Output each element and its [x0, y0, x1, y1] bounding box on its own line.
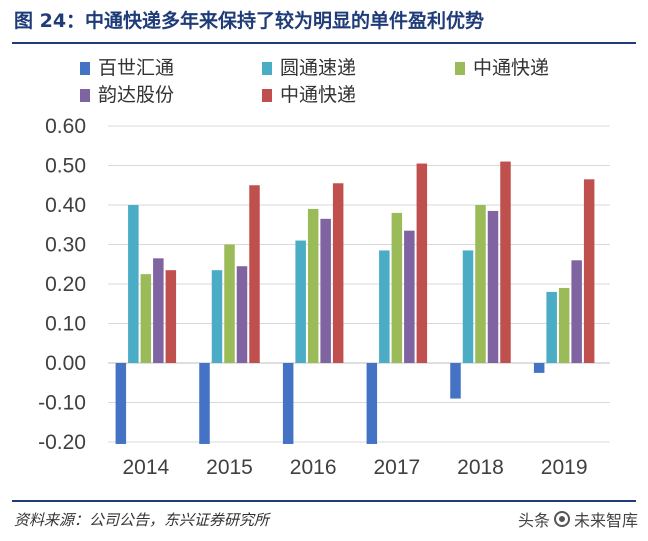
x-axis-ticks: 2014 2015 2016 2017 2018 2019	[122, 456, 587, 479]
bar-2019-series-1	[546, 291, 557, 363]
bar-2016-series-1	[295, 240, 306, 363]
bar-2016-series-4	[332, 183, 344, 363]
watermark: 头条 未来智库	[518, 507, 638, 531]
legend-label: 中通快递	[280, 84, 356, 106]
y-tick-label: 0.00	[45, 352, 86, 375]
x-tick-label: 2017	[373, 456, 420, 479]
watermark-logo-icon	[553, 511, 570, 527]
x-tick-label: 2018	[457, 456, 504, 479]
bar-2016-series-0	[282, 363, 294, 444]
bar-2018-series-1	[462, 250, 474, 363]
bar-2019-series-2	[558, 287, 570, 363]
bar-2014-series-0	[115, 363, 127, 444]
bar-2014-series-3	[153, 258, 164, 363]
y-tick-label: 0.20	[45, 273, 86, 296]
y-tick-label: 0.60	[45, 115, 86, 138]
bar-2018-series-3	[487, 210, 499, 363]
watermark-name: 未来智库	[573, 511, 638, 530]
legend-swatch	[262, 62, 272, 75]
source-rule	[12, 500, 636, 502]
x-tick-label: 2015	[206, 456, 253, 479]
legend-label: 韵达股份	[98, 84, 174, 106]
bar-2016-series-3	[320, 218, 331, 363]
bar-2015-series-1	[211, 270, 223, 363]
legend-swatch	[80, 89, 90, 102]
bar-2017-series-4	[416, 163, 428, 363]
bar-2014-series-2	[140, 274, 152, 363]
grid-lines	[108, 125, 610, 443]
bar-2017-series-2	[391, 212, 403, 363]
bar-2015-series-0	[199, 363, 210, 444]
bar-2018-series-2	[475, 205, 486, 363]
y-tick-label: 0.30	[45, 234, 86, 257]
bar-2018-series-0	[450, 363, 461, 399]
bar-2015-series-2	[224, 244, 235, 363]
bar-2019-series-3	[571, 260, 582, 363]
bar-2018-series-4	[500, 161, 511, 363]
bar-2014-series-1	[128, 205, 139, 363]
legend-label: 百世汇通	[98, 57, 174, 79]
bars	[115, 161, 595, 444]
source-note: 资料来源：公司公告，东兴证券研究所	[14, 511, 270, 529]
bar-2017-series-3	[404, 230, 415, 363]
y-tick-label: 0.10	[45, 313, 86, 336]
bar-2017-series-1	[379, 250, 390, 363]
watermark-prefix: 头条	[517, 511, 550, 530]
legend-label: 圆通速递	[280, 57, 356, 79]
y-tick-label: 0.40	[45, 194, 86, 217]
bar-2017-series-0	[366, 363, 378, 444]
legend-swatch	[80, 62, 90, 75]
y-tick-label: -0.10	[38, 392, 86, 415]
title-rule	[12, 42, 636, 44]
legend-swatch	[455, 62, 465, 75]
bar-2016-series-2	[307, 208, 319, 363]
bar-2015-series-3	[236, 266, 248, 363]
y-tick-label: 0.50	[45, 155, 86, 178]
bar-2015-series-4	[249, 185, 260, 363]
x-tick-label: 2014	[122, 456, 169, 479]
y-axis-ticks: 0.60 0.50 0.40 0.30 0.20 0.10 0.00 -0.10 -0.20	[38, 115, 86, 454]
bar-2014-series-4	[165, 270, 177, 363]
x-tick-label: 2019	[541, 456, 588, 479]
bar-2019-series-0	[533, 363, 545, 373]
y-tick-label: -0.20	[38, 431, 86, 454]
x-tick-label: 2016	[290, 456, 337, 479]
legend-swatch	[262, 89, 272, 102]
legend-label: 中通快递	[473, 57, 549, 79]
figure-title: 图 24：中通快递多年来保持了较为明显的单件盈利优势	[14, 10, 485, 32]
bar-2019-series-4	[583, 179, 595, 363]
